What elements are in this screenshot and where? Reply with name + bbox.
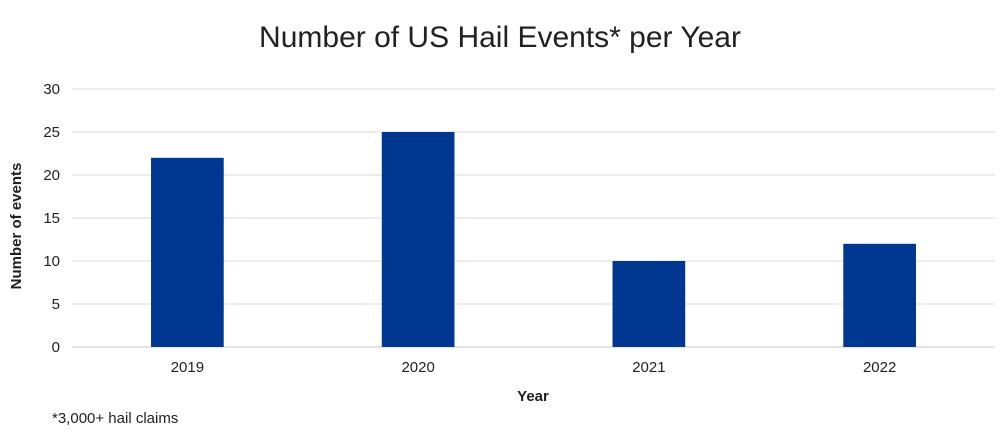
x-tick-label: 2019: [171, 359, 204, 376]
chart-title: Number of US Hail Events* per Year: [259, 21, 741, 54]
x-axis-ticks: 2019 2020 2021 2022: [171, 359, 897, 376]
y-axis-ticks: 0 5 10 15 20 25 30: [43, 81, 60, 356]
x-tick-label: 2022: [863, 359, 896, 376]
y-tick-label: 30: [43, 81, 60, 98]
bar-2019: [151, 157, 224, 347]
x-tick-label: 2020: [401, 359, 434, 376]
bar-2021: [612, 261, 686, 347]
y-tick-label: 15: [43, 210, 60, 227]
bar-2020: [381, 132, 455, 347]
y-tick-label: 5: [52, 296, 60, 313]
x-tick-label: 2021: [632, 359, 665, 376]
y-tick-label: 20: [43, 167, 60, 184]
bars: [151, 132, 916, 347]
y-tick-label: 0: [52, 339, 60, 356]
bar-2022: [843, 243, 916, 347]
gridlines: [72, 88, 995, 348]
footnote: *3,000+ hail claims: [52, 410, 178, 427]
y-axis-title: Number of events: [8, 163, 25, 290]
y-tick-label: 10: [43, 253, 60, 270]
x-axis-title: Year: [517, 388, 549, 405]
y-tick-label: 25: [43, 124, 60, 141]
